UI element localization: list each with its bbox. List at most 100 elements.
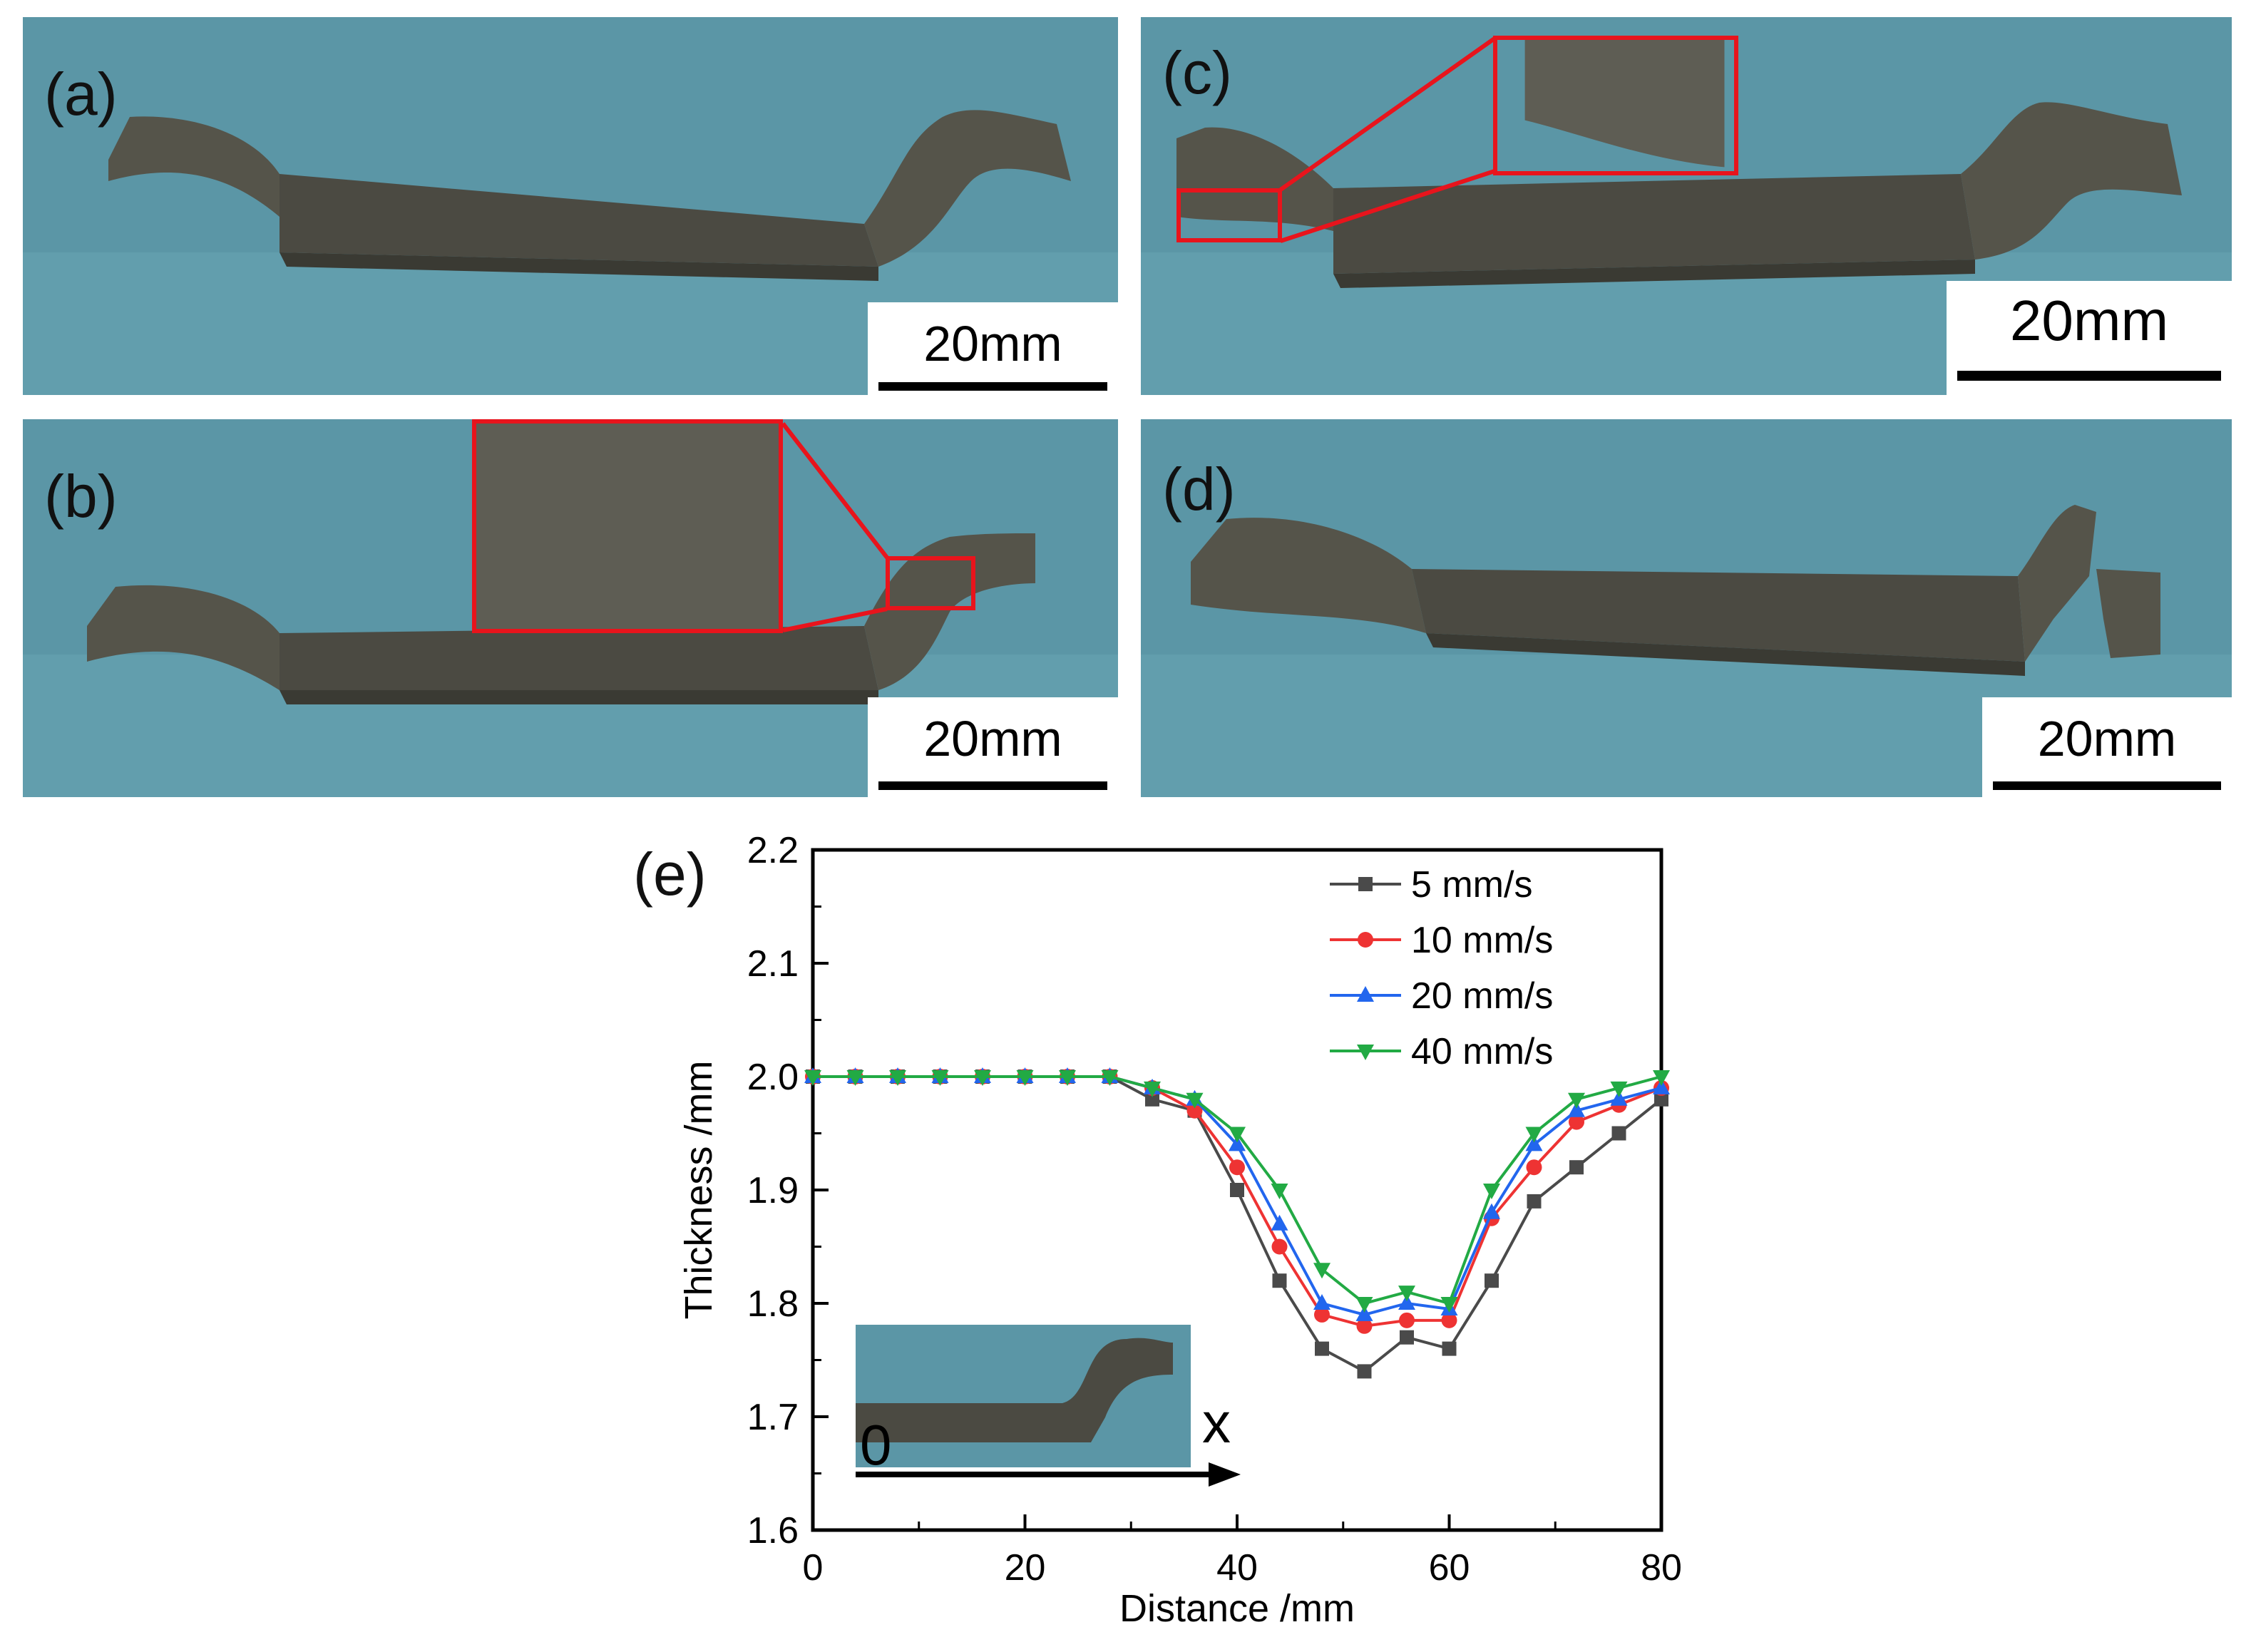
data-point [1144,1081,1161,1097]
data-point [1399,1312,1415,1328]
scale-bar-line-d [1993,781,2221,790]
data-point [1315,1341,1329,1356]
photo-panel-c: (c) 20mm [1141,17,2232,395]
data-point [1356,1318,1373,1334]
y-tick-label: 1.8 [747,1283,799,1325]
y-tick-label: 2.0 [747,1057,799,1098]
data-point [1271,1238,1288,1255]
data-point [1186,1092,1204,1109]
data-point [1568,1092,1585,1109]
data-point [1229,1135,1246,1151]
legend-entry: 20 mm/s [1330,975,1553,1017]
data-point [1314,1306,1330,1323]
data-point [1271,1184,1288,1199]
panel-label-a: (a) [44,61,118,128]
data-point [1229,1159,1245,1176]
photo-panel-a: (a) 20mm [23,17,1118,395]
data-point [889,1070,906,1086]
y-tick-label: 2.2 [747,830,799,871]
zoom-region-b [886,556,975,610]
x-tick-label: 60 [1429,1547,1470,1589]
data-point [1398,1286,1415,1302]
y-tick-label: 1.7 [747,1397,799,1438]
data-point [1525,1135,1543,1151]
data-point [1527,1194,1542,1209]
y-tick-label: 2.1 [747,943,799,985]
inset-x-label: x [1202,1391,1231,1455]
legend-label: 20 mm/s [1411,975,1553,1017]
data-point [1101,1070,1119,1086]
y-tick-label: 1.6 [747,1510,799,1551]
panel-label-e: (e) [633,841,707,908]
data-point [1313,1263,1330,1279]
legend-label: 5 mm/s [1411,864,1532,905]
scale-bar-line-b [878,781,1107,790]
scale-bar-b: 20mm [868,697,1118,797]
legend-label: 40 mm/s [1411,1031,1553,1072]
data-point [931,1070,949,1086]
data-point [1355,1297,1373,1313]
data-point [1526,1159,1542,1176]
inset-x-arrow-head [1209,1462,1241,1487]
inset-origin-label: 0 [860,1413,892,1477]
data-point [1441,1312,1457,1328]
data-point [1272,1273,1287,1288]
data-point [804,1070,821,1086]
x-tick-label: 0 [803,1547,824,1589]
data-point [1653,1070,1670,1086]
panel-label-d: (d) [1162,456,1236,523]
data-point [1145,1092,1159,1107]
scale-bar-line-c [1957,371,2221,381]
photo-panel-b: (b) 20mm [23,419,1118,797]
legend-marker [1357,986,1374,1002]
data-point [1229,1127,1246,1143]
data-point [1400,1330,1414,1345]
data-point [846,1070,864,1086]
scale-bar-a: 20mm [868,302,1118,395]
data-point [1568,1101,1585,1117]
data-point [974,1070,991,1086]
y-axis-label: Thickness /mm [677,1060,720,1319]
data-point [1610,1089,1628,1106]
data-point [1016,1070,1034,1086]
data-point [1440,1297,1458,1313]
data-point [1483,1203,1500,1219]
panel-label-c: (c) [1162,39,1232,106]
scale-bar-c: 20mm [1947,281,2232,395]
data-point [1398,1294,1415,1310]
legend-entry: 40 mm/s [1330,1031,1553,1072]
data-point [1610,1081,1628,1097]
legend-label: 10 mm/s [1411,920,1553,961]
legend-entry: 5 mm/s [1330,864,1532,905]
data-point [1653,1078,1670,1094]
data-point [1442,1341,1457,1356]
x-tick-label: 80 [1641,1547,1682,1589]
data-point [1483,1184,1500,1199]
scale-bar-d: 20mm [1982,697,2232,797]
legend-marker [1358,932,1373,948]
data-point [1611,1126,1626,1141]
series-4 [804,1070,1670,1313]
data-point [1313,1294,1330,1310]
x-tick-label: 20 [1005,1547,1046,1589]
data-point [1355,1305,1373,1321]
x-tick-label: 40 [1216,1547,1258,1589]
scale-bar-line-a [878,382,1107,391]
scale-bar-label-a: 20mm [923,316,1062,371]
zoom-inset-b [472,419,783,633]
scale-bar-label-c: 20mm [2009,289,2169,352]
data-point [1569,1160,1584,1175]
data-point [1525,1127,1543,1143]
scale-bar-label-b: 20mm [923,711,1062,766]
panel-label-b: (b) [44,463,118,530]
zoom-inset-c [1493,36,1738,175]
photo-panel-d: (d) 20mm [1141,419,2232,797]
data-point [1654,1092,1668,1107]
data-point [1230,1183,1244,1197]
legend-marker [1357,1045,1374,1060]
scale-bar-label-d: 20mm [2037,711,2177,766]
legend-entry: 10 mm/s [1330,920,1553,961]
data-point [1186,1102,1203,1119]
